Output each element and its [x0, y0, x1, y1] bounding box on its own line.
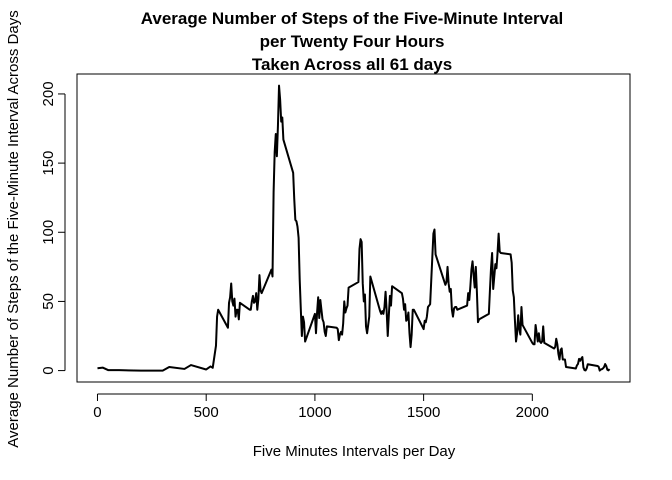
y-axis-label: Average Number of Steps of the Five-Minu… [5, 10, 22, 447]
chart-title: Average Number of Steps of the Five-Minu… [141, 9, 564, 28]
chart-title: per Twenty Four Hours [260, 32, 445, 51]
x-tick-label: 1500 [407, 404, 440, 421]
y-tick-label: 100 [40, 220, 57, 245]
chart-title: Taken Across all 61 days [252, 55, 452, 74]
y-tick-label: 150 [40, 151, 57, 176]
x-tick-label: 1000 [298, 404, 331, 421]
plot-box [76, 73, 631, 383]
x-tick-label: 500 [194, 404, 219, 421]
x-tick-label: 2000 [516, 404, 549, 421]
y-tick-label: 50 [40, 293, 57, 310]
y-tick-label: 200 [40, 81, 57, 106]
data-line [97, 84, 611, 372]
y-tick-label: 0 [40, 366, 57, 374]
x-axis-label: Five Minutes Intervals per Day [253, 443, 456, 460]
x-tick-label: 0 [93, 404, 101, 421]
